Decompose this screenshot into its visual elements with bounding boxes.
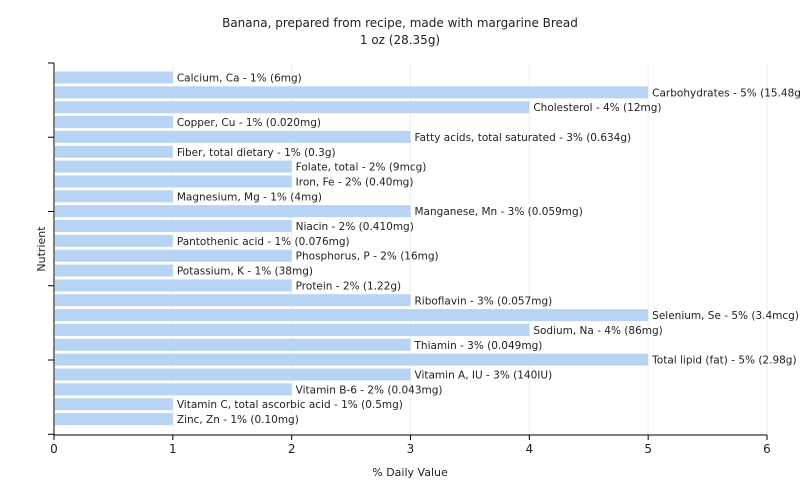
data-label: Fatty acids, total saturated - 3% (0.634…	[415, 132, 632, 144]
bar	[55, 249, 292, 262]
bar	[55, 220, 292, 232]
bar	[55, 279, 292, 292]
bar	[55, 116, 173, 129]
x-tick-label: 1	[169, 442, 177, 456]
bar	[55, 264, 173, 277]
bar	[55, 309, 649, 322]
x-tick-label: 4	[526, 442, 534, 456]
bar	[55, 383, 292, 396]
data-label: Iron, Fe - 2% (0.40mg)	[296, 176, 414, 188]
data-labels: Calcium, Ca - 1% (6mg) Carbohydrates - 5%…	[177, 73, 800, 427]
bar	[55, 190, 173, 203]
data-label: Magnesium, Mg - 1% (4mg)	[177, 191, 322, 203]
data-label: Cholesterol - 4% (12mg)	[533, 102, 661, 114]
data-label: Calcium, Ca - 1% (6mg)	[177, 73, 302, 85]
data-label: Manganese, Mn - 3% (0.059mg)	[415, 206, 583, 218]
data-label: Sodium, Na - 4% (86mg)	[533, 325, 662, 337]
data-label: Pantothenic acid - 1% (0.076mg)	[177, 236, 350, 248]
data-label: Vitamin A, IU - 3% (140IU)	[415, 370, 553, 382]
data-label: Riboflavin - 3% (0.057mg)	[415, 295, 553, 307]
data-label: Protein - 2% (1.22g)	[296, 280, 402, 292]
data-label: Selenium, Se - 5% (3.4mcg)	[652, 310, 799, 322]
bar	[55, 338, 411, 351]
bar	[55, 398, 173, 411]
x-tick-label: 6	[763, 442, 771, 456]
bar	[55, 294, 411, 307]
bar	[55, 205, 411, 218]
x-tick-label: 2	[288, 442, 296, 456]
data-label: Potassium, K - 1% (38mg)	[177, 266, 313, 278]
data-label: Niacin - 2% (0.410mg)	[296, 221, 414, 233]
data-label: Phosphorus, P - 2% (16mg)	[296, 251, 439, 263]
x-tick-label: 5	[644, 442, 652, 456]
chart-subtitle: 1 oz (28.35g)	[360, 33, 440, 47]
bar	[55, 323, 530, 336]
data-label: Thiamin - 3% (0.049mg)	[414, 340, 543, 352]
bars	[55, 71, 649, 426]
bar	[55, 145, 173, 158]
axes: 0 1 2 3 4 5 6	[48, 62, 771, 456]
data-label: Vitamin B-6 - 2% (0.043mg)	[296, 384, 443, 396]
bar	[55, 160, 292, 173]
bar	[55, 234, 173, 247]
data-label: Folate, total - 2% (9mcg)	[296, 162, 427, 174]
bar	[55, 101, 530, 114]
bar	[55, 353, 649, 366]
x-tick-label: 3	[407, 442, 415, 456]
x-axis-title: % Daily Value	[372, 466, 448, 479]
data-label: Fiber, total dietary - 1% (0.3g)	[177, 147, 336, 159]
bar	[55, 86, 649, 99]
chart-title: Banana, prepared from recipe, made with …	[222, 16, 578, 30]
bar	[55, 175, 292, 188]
y-axis-title: Nutrient	[35, 226, 48, 272]
bar	[55, 130, 411, 143]
bar	[55, 413, 173, 426]
bar	[55, 71, 173, 84]
data-label: Zinc, Zn - 1% (0.10mg)	[177, 414, 299, 426]
data-label: Carbohydrates - 5% (15.48g)	[652, 87, 800, 99]
x-tick-label: 0	[50, 442, 58, 456]
data-label: Copper, Cu - 1% (0.020mg)	[177, 117, 321, 129]
data-label: Vitamin C, total ascorbic acid - 1% (0.5…	[177, 399, 403, 411]
bar	[55, 368, 411, 381]
data-label: Total lipid (fat) - 5% (2.98g)	[651, 355, 796, 367]
